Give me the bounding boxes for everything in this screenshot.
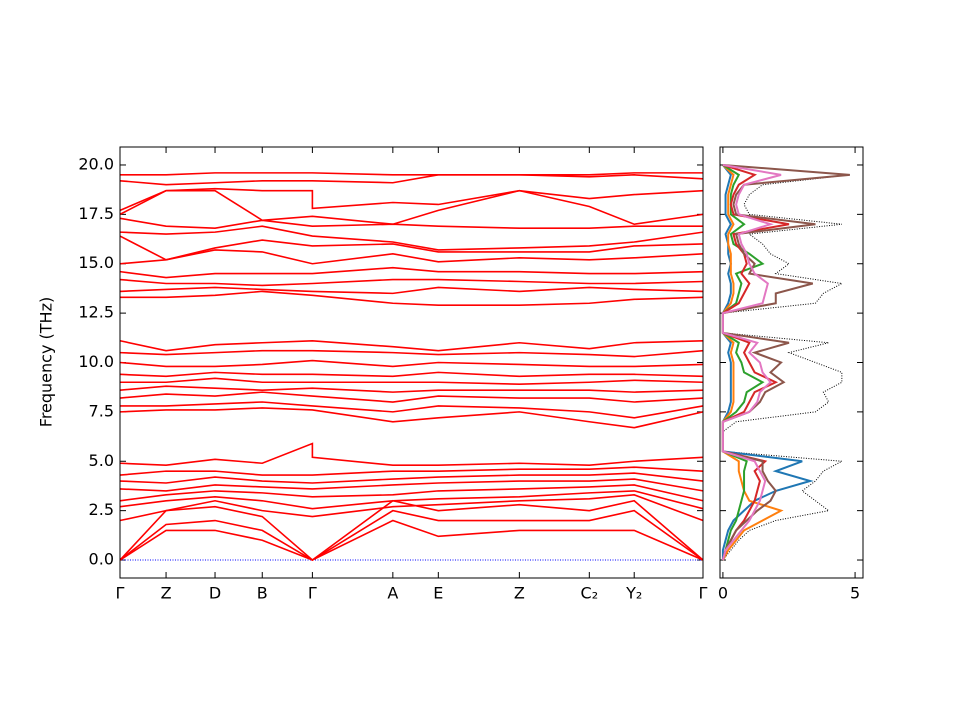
band-line	[119, 385, 704, 393]
band-line	[119, 494, 704, 522]
y-tick-label: 10.0	[78, 352, 114, 371]
band-line	[119, 286, 704, 295]
band-line	[119, 509, 704, 561]
band-line	[119, 484, 704, 502]
dos-line	[722, 164, 850, 561]
band-line	[119, 371, 704, 378]
band-line	[119, 519, 704, 561]
band-line	[119, 391, 704, 403]
x-tick-label: 5	[850, 584, 860, 603]
x-tick-label: D	[209, 584, 221, 603]
band-line	[119, 339, 704, 352]
x-tick-label: C₂	[581, 584, 599, 603]
band-line	[119, 407, 704, 429]
band-line	[119, 472, 704, 484]
band-line	[120, 172, 703, 176]
x-tick-label: E	[433, 584, 443, 603]
band-line	[119, 466, 704, 476]
x-tick-label: Γ	[116, 584, 125, 603]
x-tick-label: Γ	[308, 584, 317, 603]
band-line	[119, 478, 704, 492]
band-line	[120, 290, 704, 307]
dos-line	[721, 163, 850, 561]
band-line	[119, 189, 704, 226]
y-tick-label: 12.5	[78, 303, 114, 322]
y-tick-label: 2.5	[89, 500, 114, 519]
axes-frame	[719, 146, 864, 579]
y-tick-label: 15.0	[78, 253, 114, 272]
dos-line	[721, 164, 765, 561]
band-line	[119, 249, 704, 265]
x-tick-label: Γ	[699, 584, 708, 603]
band-line	[119, 442, 704, 467]
dos-line	[721, 164, 814, 561]
y-tick-label: 0.0	[89, 550, 114, 569]
band-line	[119, 235, 704, 261]
band-line	[120, 377, 704, 386]
band-line	[119, 266, 704, 279]
band-line	[119, 217, 703, 229]
y-tick-label: 5.0	[89, 451, 114, 470]
x-tick-label: A	[387, 584, 398, 603]
dos-line	[721, 164, 784, 561]
band-line	[120, 401, 704, 419]
x-tick-label: 0	[718, 584, 728, 603]
x-tick-label: B	[257, 584, 268, 603]
band-line	[119, 225, 704, 251]
y-tick-label: 20.0	[78, 154, 114, 173]
band-line	[119, 174, 704, 186]
x-tick-label: Z	[161, 584, 172, 603]
band-line	[119, 359, 704, 368]
y-axis-label: Frequency (THz)	[37, 297, 56, 427]
band-line	[119, 349, 704, 358]
dos-line	[721, 163, 782, 561]
x-tick-label: Z	[514, 584, 525, 603]
y-tick-label: 17.5	[78, 204, 114, 223]
y-tick-label: 7.5	[89, 401, 114, 420]
x-tick-label: Y₂	[625, 584, 642, 603]
band-line	[119, 187, 704, 212]
band-line	[119, 490, 704, 510]
band-line	[119, 278, 704, 287]
axes-frame	[119, 146, 704, 579]
